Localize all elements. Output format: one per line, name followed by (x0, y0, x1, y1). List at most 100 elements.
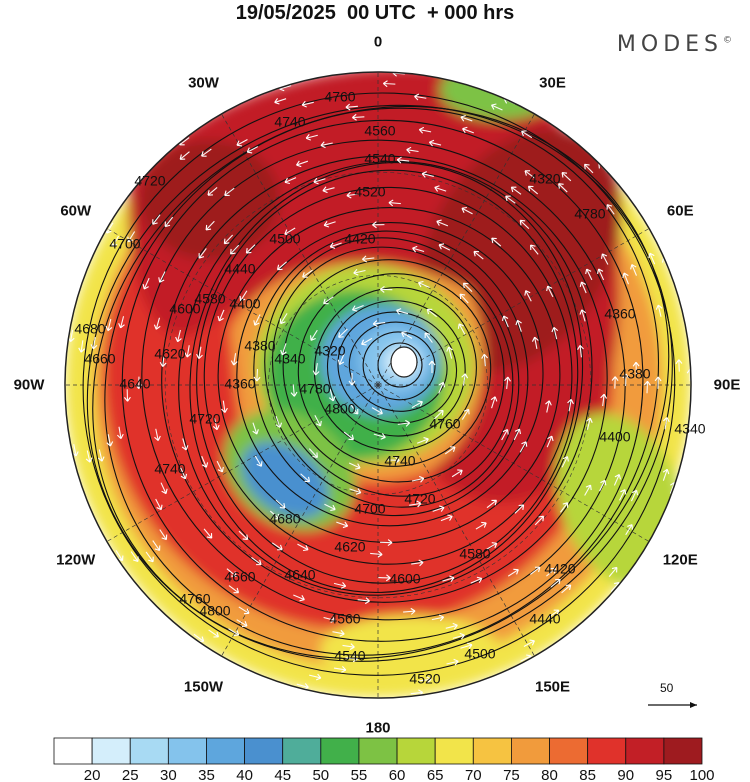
lon-label: 120W (56, 551, 96, 568)
contour-label: 4520 (354, 184, 385, 200)
colorbar-cell (549, 737, 589, 765)
copyright-mark: © (723, 35, 732, 46)
map-title: 19/05/2025 00 UTC + 000 hrs (235, 2, 515, 24)
contour-label: 4340 (274, 351, 305, 367)
colorbar-tick: 75 (503, 767, 520, 782)
contour-label: 4540 (364, 151, 395, 167)
contour-label: 4400 (599, 429, 630, 445)
colorbar-cell (129, 737, 169, 765)
contour-label: 4440 (224, 261, 255, 277)
colorbar-tick: 100 (689, 767, 714, 782)
colorbar-tick: 85 (579, 767, 596, 782)
colorbar-cell (511, 737, 550, 765)
contour-label: 4700 (109, 236, 140, 252)
lon-label: 90W (13, 376, 45, 394)
contour-label: 4320 (529, 171, 560, 187)
colorbar-cell (358, 737, 398, 765)
contour-label: 4780 (574, 206, 605, 222)
contour-label: 4500 (464, 646, 495, 662)
colorbar-cell (625, 737, 665, 765)
colorbar-cell (167, 737, 207, 765)
contour-label: 4680 (74, 321, 105, 337)
contour-label: 4700 (354, 501, 385, 517)
contour-label: 4420 (344, 231, 375, 247)
vector-reference-arrow (648, 702, 697, 708)
contour-label: 4500 (269, 231, 300, 247)
contour-label: 4740 (154, 461, 185, 477)
colorbar-tick: 60 (389, 767, 406, 782)
contour-label: 4400 (229, 296, 260, 312)
contour-label: 4780 (299, 381, 330, 397)
contour-label: 4800 (199, 603, 230, 619)
contour-label: 4620 (154, 346, 185, 362)
colorbar-cell (53, 737, 93, 765)
colorbar-cell (472, 737, 512, 765)
contour-label: 4740 (274, 114, 305, 130)
contour-label: 4580 (194, 291, 225, 307)
colorbar-cell (91, 737, 131, 765)
colorbar-cell (587, 737, 627, 765)
contour-label: 4680 (269, 511, 300, 527)
colorbar-tick: 25 (122, 767, 139, 782)
lon-label: 150E (534, 678, 571, 696)
colorbar-cell (244, 737, 284, 765)
contour-label: 4660 (84, 351, 115, 367)
contour-label: 4360 (224, 376, 255, 392)
contour-label: 4560 (364, 123, 395, 139)
colorbar-tick: 90 (617, 767, 634, 782)
contour-label: 4660 (224, 569, 255, 585)
colorbar-cell (320, 737, 360, 765)
contour-label: 4340 (674, 421, 705, 437)
contour-label: 4380 (619, 366, 650, 382)
colorbar-tick: 30 (160, 767, 177, 782)
colorbar-cell (396, 737, 436, 765)
contour-label: 4740 (384, 453, 415, 469)
wind-streamlines (65, 72, 691, 697)
contour-label: 4760 (324, 89, 355, 105)
lon-label: 30W (188, 74, 219, 92)
colorbar-tick: 20 (84, 767, 101, 782)
lon-label: 60E (666, 202, 694, 219)
contour-label: 4800 (324, 401, 355, 417)
colorbar-tick: 55 (351, 767, 368, 782)
colorbar-tick: 65 (427, 767, 444, 782)
contour-label: 4760 (429, 416, 460, 432)
contour-label: 4760 (179, 591, 210, 607)
lon-label: 120E (662, 551, 698, 568)
contour-label: 4600 (389, 571, 420, 587)
contour-label: 4720 (404, 491, 435, 507)
lon-label: 30E (539, 74, 566, 92)
modes-logo: MODES© (617, 32, 732, 57)
contour-label: 4520 (409, 671, 440, 687)
vector-reference-value: 50 (660, 681, 674, 695)
contour-label: 4720 (189, 411, 220, 427)
lon-label: 90E (713, 376, 741, 394)
colorbar-tick: 95 (656, 767, 673, 782)
contour-label: 4720 (134, 173, 165, 189)
contour-label: 4640 (284, 567, 315, 583)
colorbar-cell (434, 737, 474, 765)
contour-label: 4540 (334, 648, 365, 664)
lon-label: 150W (183, 678, 224, 696)
colorbar-tick: 70 (465, 767, 482, 782)
colorbar-tick: 45 (274, 767, 291, 782)
contour-label: 4640 (119, 376, 150, 392)
contour-label: 4560 (329, 611, 360, 627)
colorbar-tick: 40 (236, 767, 253, 782)
contour-label: 4620 (334, 539, 365, 555)
contour-label: 4440 (529, 611, 560, 627)
lon-label: 0 (373, 33, 383, 51)
colorbar-cell (206, 737, 245, 765)
colorbar-tick: 35 (198, 767, 215, 782)
contour-label: 4420 (544, 561, 575, 577)
map-border (64, 71, 692, 699)
contour-label: 4580 (459, 546, 490, 562)
colorbar-tick: 50 (312, 767, 329, 782)
contour-label: 4600 (169, 301, 200, 317)
contour-label: 4380 (244, 338, 275, 354)
contour-label: 4320 (314, 343, 345, 359)
